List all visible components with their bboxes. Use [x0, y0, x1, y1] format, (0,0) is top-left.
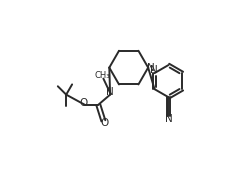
- Text: N: N: [165, 114, 172, 125]
- Text: N: N: [106, 87, 114, 97]
- Text: O: O: [79, 98, 88, 108]
- Text: N: N: [147, 63, 155, 73]
- Text: CH₃: CH₃: [95, 71, 110, 80]
- Text: O: O: [101, 118, 109, 128]
- Text: N: N: [150, 65, 158, 75]
